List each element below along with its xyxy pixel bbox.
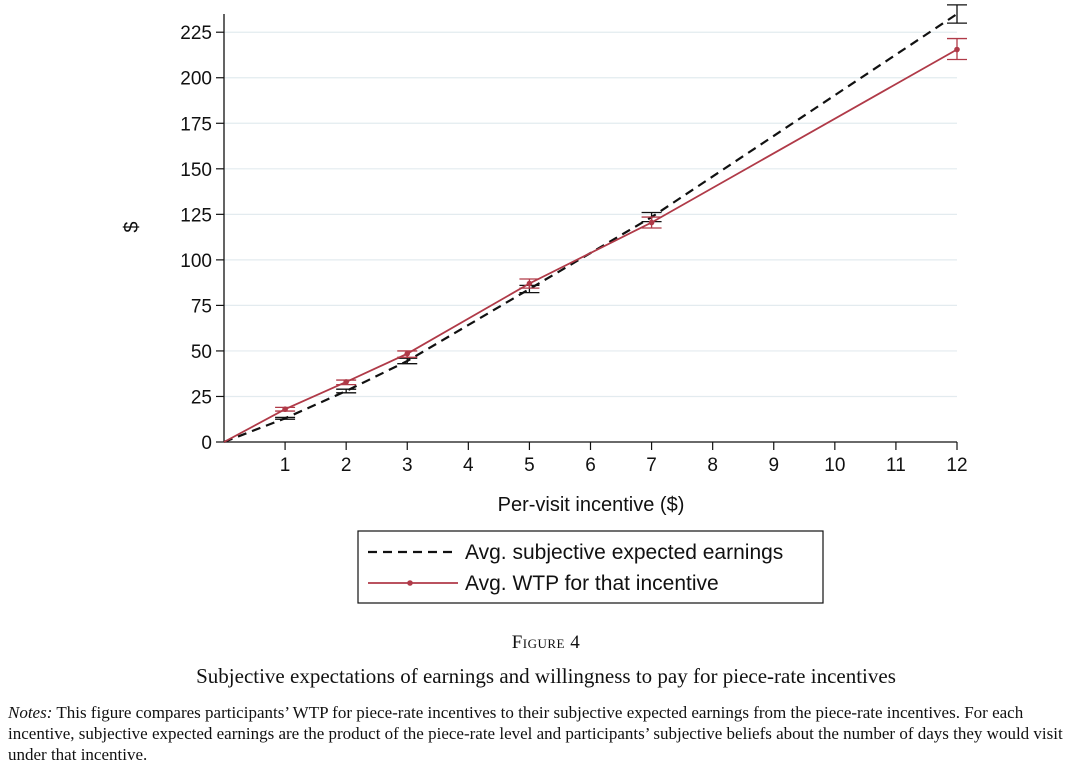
y-tick-label: 125 bbox=[180, 205, 212, 226]
series-layer bbox=[223, 4, 967, 444]
notes-text: This figure compares participants’ WTP f… bbox=[8, 703, 1063, 764]
series-line bbox=[223, 48, 958, 443]
x-tick-label: 9 bbox=[768, 455, 779, 476]
x-tick-label: 5 bbox=[524, 455, 535, 476]
data-point bbox=[648, 219, 655, 226]
legend-label: Avg. WTP for that incentive bbox=[465, 572, 719, 595]
x-tick-label: 11 bbox=[886, 455, 906, 476]
y-tick-label: 225 bbox=[180, 23, 212, 44]
x-tick-label: 12 bbox=[946, 455, 967, 476]
gridlines bbox=[224, 31, 957, 398]
figure-notes: Notes: This figure compares participants… bbox=[8, 702, 1088, 765]
figure-label: Figure 4 bbox=[511, 632, 581, 653]
x-tick-label: 4 bbox=[463, 455, 474, 476]
data-point bbox=[343, 379, 349, 385]
series-expected-earnings bbox=[223, 4, 967, 444]
legend-label: Avg. subjective expected earnings bbox=[465, 541, 783, 564]
y-tick-label: 150 bbox=[180, 160, 212, 181]
y-tick-label: 200 bbox=[180, 69, 212, 90]
x-tick-label: 10 bbox=[824, 455, 845, 476]
x-tick-label: 3 bbox=[402, 455, 413, 476]
legend: Avg. subjective expected earnings Avg. WT… bbox=[357, 530, 824, 604]
data-point bbox=[526, 280, 533, 287]
legend-marker bbox=[407, 580, 413, 586]
data-point bbox=[404, 350, 411, 357]
y-tick-label: 50 bbox=[191, 342, 212, 363]
x-tick-label: 7 bbox=[646, 455, 657, 476]
notes-lead: Notes: bbox=[8, 703, 53, 722]
y-tick-label: 0 bbox=[201, 433, 212, 454]
y-tick-label: 75 bbox=[191, 296, 212, 317]
y-tick-label: 25 bbox=[191, 387, 212, 408]
y-tick-label: 175 bbox=[180, 114, 212, 135]
data-point bbox=[954, 46, 960, 53]
x-tick-label: 8 bbox=[707, 455, 718, 476]
x-tick-label: 2 bbox=[341, 455, 352, 476]
x-tick-label: 6 bbox=[585, 455, 596, 476]
legend-box bbox=[357, 530, 824, 604]
x-tick-label: 1 bbox=[280, 455, 291, 476]
series-wtp bbox=[223, 37, 967, 443]
figure-title: Subjective expectations of earnings and … bbox=[196, 664, 896, 688]
x-axis-title: Per-visit incentive ($) bbox=[498, 494, 685, 516]
y-tick-label: 100 bbox=[180, 251, 212, 272]
data-point bbox=[282, 406, 288, 413]
y-axis-title: $ bbox=[121, 221, 143, 232]
